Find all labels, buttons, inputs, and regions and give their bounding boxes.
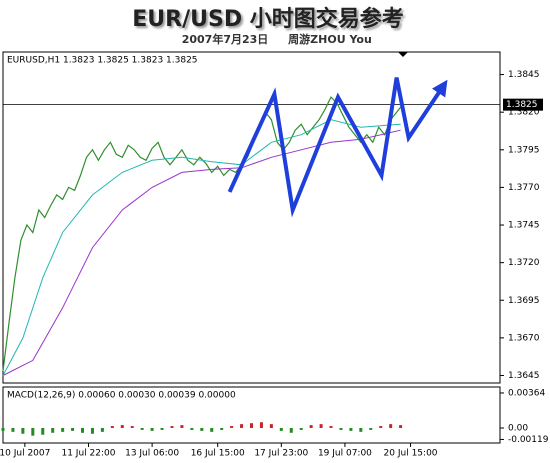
y-tick-label: 1.3695 <box>508 296 540 306</box>
macd-bar <box>170 426 174 428</box>
macd-bar <box>140 427 144 430</box>
price-line <box>2 119 401 376</box>
macd-bar <box>31 427 35 436</box>
macd-bar <box>230 426 234 428</box>
macd-bar <box>81 427 85 433</box>
y-tick-label: 1.3645 <box>508 371 540 381</box>
y-tick-label: 1.3770 <box>508 183 540 193</box>
x-tick-label: 20 Jul 15:00 <box>384 449 438 459</box>
x-tick-label: 17 Jul 23:00 <box>254 449 308 459</box>
macd-bar <box>349 427 353 431</box>
macd-bar <box>11 427 15 432</box>
y-tick-label: 0.00 <box>508 423 528 433</box>
macd-bar <box>369 427 373 430</box>
macd-bar <box>190 427 194 430</box>
y-tick-label: 1.3670 <box>508 333 540 343</box>
macd-bar <box>90 427 94 434</box>
x-tick-label: 10 Jul 2007 <box>0 449 50 459</box>
x-tick-label: 16 Jul 15:00 <box>191 449 245 459</box>
macd-bar <box>100 427 104 432</box>
macd-bar <box>1 427 5 431</box>
date: 2007年7月23日 <box>182 32 269 46</box>
y-tick-label: 1.3720 <box>508 258 540 268</box>
y-tick-label: 1.3845 <box>508 70 540 80</box>
price-line <box>2 129 401 376</box>
main-panel <box>2 51 501 384</box>
macd-bar <box>220 427 224 430</box>
title: EUR/USD 小时图交易参考 <box>132 6 404 32</box>
y-tick-label: 1.3745 <box>508 221 540 231</box>
shift-marker <box>398 52 408 57</box>
macd-bar <box>210 427 214 432</box>
y-tick-label: 1.3820 <box>508 108 540 118</box>
macd-bar <box>399 425 403 428</box>
macd-bar <box>259 422 263 428</box>
macd-bar <box>269 424 273 428</box>
macd-bar <box>339 427 343 430</box>
macd-bar <box>309 425 313 428</box>
macd-bar <box>319 424 323 428</box>
macd-bar <box>240 424 244 428</box>
macd-bar <box>329 426 333 428</box>
macd-bar <box>180 425 184 428</box>
x-tick-label: 13 Jul 06:00 <box>125 449 179 459</box>
y-tick-label: 1.3795 <box>508 145 540 155</box>
macd-bar <box>41 427 45 435</box>
macd-bar <box>289 427 293 433</box>
macd-bar <box>130 426 134 428</box>
panel-header: EURUSD,H1 1.3823 1.3825 1.3823 1.3825 <box>7 56 198 66</box>
macd-bar <box>150 427 154 431</box>
macd-bar <box>299 427 303 430</box>
macd-bar <box>389 424 393 428</box>
current-price-label: 1.3825 <box>506 100 538 110</box>
macd-bar <box>359 427 363 432</box>
macd-bar <box>200 427 204 431</box>
x-tick-label: 19 Jul 07:00 <box>318 449 372 459</box>
macd-bar <box>160 427 164 430</box>
author: 周游ZHOU You <box>288 32 372 46</box>
macd-bar <box>110 426 114 428</box>
price-line <box>2 96 404 372</box>
x-tick-label: 11 Jul 22:00 <box>61 449 115 459</box>
y-tick-label: 0.00364 <box>508 388 545 398</box>
zigzag-annotation <box>227 77 448 218</box>
macd-bar <box>120 425 124 428</box>
macd-bar <box>379 426 383 428</box>
macd-bar <box>51 427 55 433</box>
macd-bar <box>21 427 25 434</box>
macd-bar <box>71 427 75 431</box>
current-price-box <box>503 98 543 111</box>
panel-header: MACD(12,26,9) 0.00060 0.00030 0.00039 0.… <box>7 391 236 401</box>
y-tick-label: -0.00119 <box>508 435 549 445</box>
macd-bar <box>250 423 253 428</box>
macd-panel <box>2 386 501 444</box>
macd-bar <box>279 427 283 431</box>
macd-bar <box>61 427 65 432</box>
